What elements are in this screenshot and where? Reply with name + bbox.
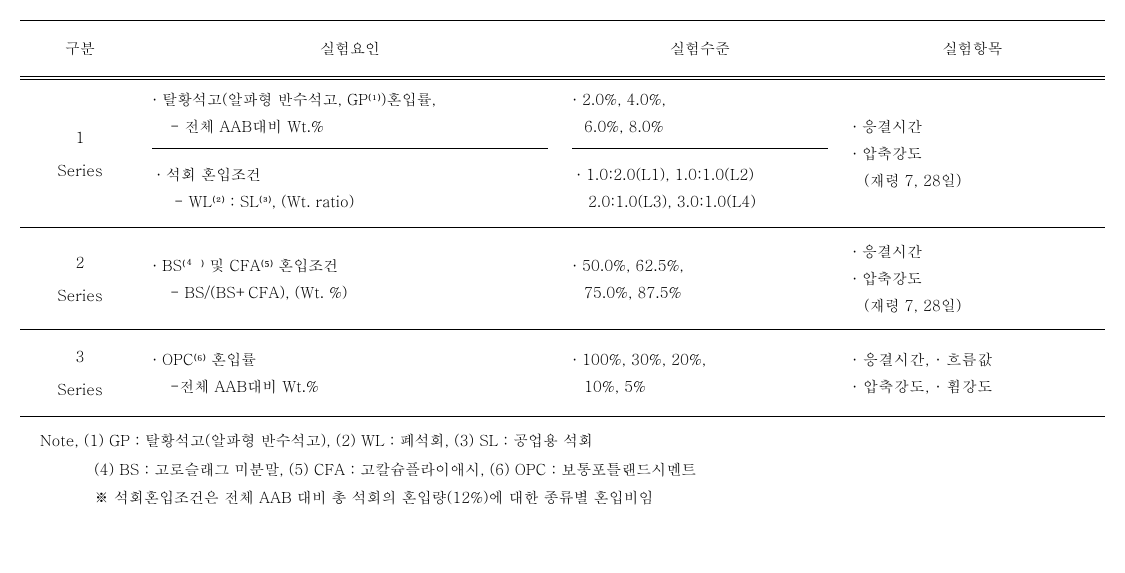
- factor-1a-sub: - 전체 AAB대비 Wt.%: [152, 113, 548, 140]
- item-1-1: · 응결시간: [852, 113, 1093, 140]
- experiment-table: 구분 실험요인 실험수준 실험항목 1 Series · 탈황석고(알파형 반수…: [20, 20, 1105, 417]
- factor-1a: · 탈황석고(알파형 반수석고, GP⁽¹⁾)혼입률,: [152, 86, 548, 113]
- header-item: 실험항목: [840, 21, 1105, 77]
- table-row: 1 Series · 탈황석고(알파형 반수석고, GP⁽¹⁾)혼입률, - 전…: [20, 80, 1105, 228]
- header-factor: 실험요인: [140, 21, 560, 77]
- header-level: 실험수준: [560, 21, 840, 77]
- factor-cell-3: · OPC⁽⁶⁾ 혼입률 -전체 AAB대비 Wt.%: [140, 330, 560, 417]
- item-1-3: (재령 7, 28일): [852, 167, 1093, 194]
- item-1-2: · 압축강도: [852, 140, 1093, 167]
- item-3-1: · 응결시간, · 흐름값: [852, 346, 1093, 373]
- level-cell-3: · 100%, 30%, 20%, 10%, 5%: [560, 330, 840, 417]
- level-cell-1: · 2.0%, 4.0%, 6.0%, 8.0% · 1.0:2.0(L1), …: [560, 80, 840, 228]
- factor-2: · BS⁽⁴⁾ 및 CFA⁽⁵⁾ 혼입조건: [152, 252, 548, 279]
- level-1a: · 2.0%, 4.0%,: [572, 86, 828, 113]
- item-cell-2: · 응결시간 · 압축강도 (재령 7, 28일): [840, 228, 1105, 330]
- table-container: 구분 실험요인 실험수준 실험항목 1 Series · 탈황석고(알파형 반수…: [20, 20, 1105, 513]
- note-line-1: Note, (1) GP : 탈황석고(알파형 반수석고), (2) WL : …: [40, 427, 1105, 456]
- level-1b2: 2.0:1.0(L3), 3.0:1.0(L4): [576, 188, 824, 215]
- series-label-1: 1 Series: [20, 80, 140, 228]
- note-line-2: (4) BS : 고로슬래그 미분말, (5) CFA : 고칼슘플라이애시, …: [40, 456, 1105, 485]
- series-label-3: 3 Series: [20, 330, 140, 417]
- item-3-2: · 압축강도, · 휨강도: [852, 373, 1093, 400]
- level-3b: 10%, 5%: [572, 373, 828, 400]
- header-row: 구분 실험요인 실험수준 실험항목: [20, 21, 1105, 77]
- level-1a2: 6.0%, 8.0%: [572, 113, 828, 140]
- item-cell-3: · 응결시간, · 흐름값 · 압축강도, · 휨강도: [840, 330, 1105, 417]
- level-cell-2: · 50.0%, 62.5%, 75.0%, 87.5%: [560, 228, 840, 330]
- factor-cell-2: · BS⁽⁴⁾ 및 CFA⁽⁵⁾ 혼입조건 - BS/(BS+CFA), (Wt…: [140, 228, 560, 330]
- item-2-3: (재령 7, 28일): [852, 292, 1093, 319]
- table-row: 3 Series · OPC⁽⁶⁾ 혼입률 -전체 AAB대비 Wt.% · 1…: [20, 330, 1105, 417]
- table-row: 2 Series · BS⁽⁴⁾ 및 CFA⁽⁵⁾ 혼입조건 - BS/(BS+…: [20, 228, 1105, 330]
- level-1b: · 1.0:2.0(L1), 1.0:1.0(L2): [576, 161, 824, 188]
- level-2: · 50.0%, 62.5%,: [572, 252, 828, 279]
- notes-block: Note, (1) GP : 탈황석고(알파형 반수석고), (2) WL : …: [20, 427, 1105, 513]
- item-2-1: · 응결시간: [852, 238, 1093, 265]
- factor-2-sub: - BS/(BS+CFA), (Wt. %): [152, 279, 548, 306]
- item-cell-1: · 응결시간 · 압축강도 (재령 7, 28일): [840, 80, 1105, 228]
- note-line-3: ※ 석회혼입조건은 전체 AAB 대비 총 석회의 혼입량(12%)에 대한 종…: [40, 484, 1105, 513]
- level-3: · 100%, 30%, 20%,: [572, 346, 828, 373]
- item-2-2: · 압축강도: [852, 265, 1093, 292]
- factor-cell-1: · 탈황석고(알파형 반수석고, GP⁽¹⁾)혼입률, - 전체 AAB대비 W…: [140, 80, 560, 228]
- factor-1b: · 석회 혼입조건: [156, 161, 544, 188]
- factor-3: · OPC⁽⁶⁾ 혼입률: [152, 346, 548, 373]
- level-2b: 75.0%, 87.5%: [572, 279, 828, 306]
- factor-1b-sub: - WL⁽²⁾ : SL⁽³⁾, (Wt. ratio): [156, 188, 544, 215]
- factor-3-sub: -전체 AAB대비 Wt.%: [152, 373, 548, 400]
- series-label-2: 2 Series: [20, 228, 140, 330]
- header-gubun: 구분: [20, 21, 140, 77]
